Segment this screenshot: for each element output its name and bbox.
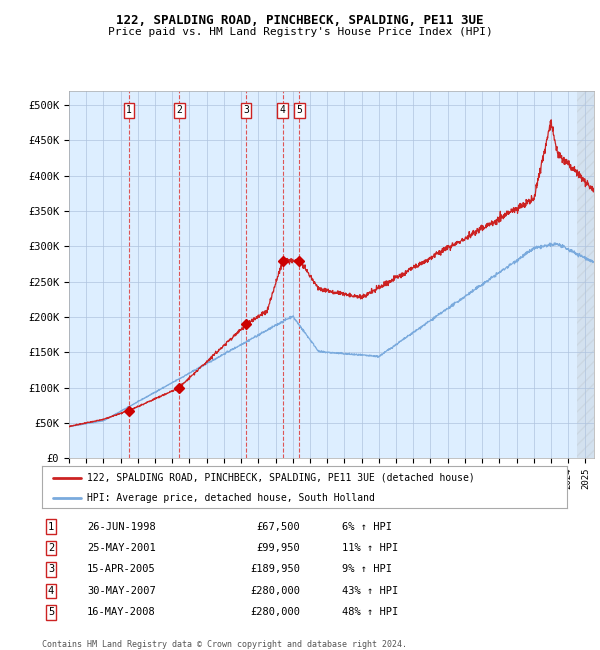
Text: 11% ↑ HPI: 11% ↑ HPI [342,543,398,553]
Text: £99,950: £99,950 [256,543,300,553]
Text: £189,950: £189,950 [250,564,300,575]
Text: 4: 4 [48,586,54,596]
Text: 25-MAY-2001: 25-MAY-2001 [87,543,156,553]
Text: 15-APR-2005: 15-APR-2005 [87,564,156,575]
Text: 16-MAY-2008: 16-MAY-2008 [87,607,156,618]
Text: HPI: Average price, detached house, South Holland: HPI: Average price, detached house, Sout… [86,493,374,502]
Text: 1: 1 [48,521,54,532]
Text: £67,500: £67,500 [256,521,300,532]
Text: Contains HM Land Registry data © Crown copyright and database right 2024.: Contains HM Land Registry data © Crown c… [42,640,407,649]
Text: 2: 2 [176,105,182,115]
Text: 2: 2 [48,543,54,553]
Text: 26-JUN-1998: 26-JUN-1998 [87,521,156,532]
Text: 30-MAY-2007: 30-MAY-2007 [87,586,156,596]
Text: £280,000: £280,000 [250,607,300,618]
Text: 122, SPALDING ROAD, PINCHBECK, SPALDING, PE11 3UE (detached house): 122, SPALDING ROAD, PINCHBECK, SPALDING,… [86,473,475,483]
Text: 43% ↑ HPI: 43% ↑ HPI [342,586,398,596]
Text: 3: 3 [243,105,249,115]
Text: £280,000: £280,000 [250,586,300,596]
Text: 1: 1 [126,105,132,115]
Text: 9% ↑ HPI: 9% ↑ HPI [342,564,392,575]
Bar [577,91,596,458]
Text: 4: 4 [280,105,286,115]
Text: 5: 5 [296,105,302,115]
Text: 5: 5 [48,607,54,618]
Text: 48% ↑ HPI: 48% ↑ HPI [342,607,398,618]
Text: 122, SPALDING ROAD, PINCHBECK, SPALDING, PE11 3UE: 122, SPALDING ROAD, PINCHBECK, SPALDING,… [116,14,484,27]
Text: 3: 3 [48,564,54,575]
Text: 6% ↑ HPI: 6% ↑ HPI [342,521,392,532]
Text: Price paid vs. HM Land Registry's House Price Index (HPI): Price paid vs. HM Land Registry's House … [107,27,493,37]
